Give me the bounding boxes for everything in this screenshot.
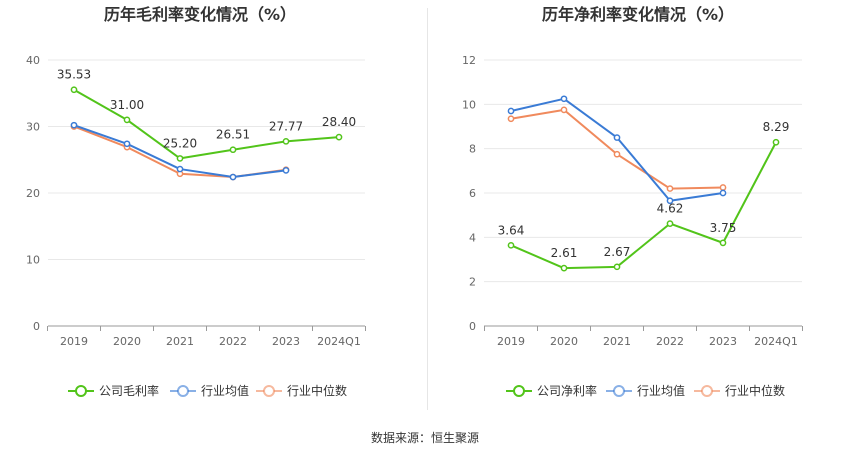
y-tick-label: 12 bbox=[462, 54, 476, 67]
data-label: 3.64 bbox=[498, 223, 525, 237]
x-tick-label: 2021 bbox=[603, 335, 631, 348]
data-point bbox=[282, 167, 290, 174]
legend-label: 行业中位数 bbox=[287, 383, 347, 398]
data-point bbox=[560, 264, 568, 272]
data-label: 8.29 bbox=[763, 120, 790, 134]
x-tick-label: 2019 bbox=[60, 335, 88, 348]
legend-marker bbox=[177, 385, 189, 397]
legend-label: 公司毛利率 bbox=[99, 383, 159, 398]
data-point bbox=[507, 115, 515, 123]
data-point bbox=[70, 121, 78, 129]
data-point bbox=[123, 140, 131, 148]
x-tick-label: 2024Q1 bbox=[754, 335, 798, 348]
data-label: 2.67 bbox=[604, 245, 631, 259]
series-line bbox=[510, 141, 777, 270]
x-tick-label: 2020 bbox=[113, 335, 141, 348]
legend-marker bbox=[613, 385, 625, 397]
chart-title: 历年毛利率变化情况（%） bbox=[104, 5, 296, 24]
legend-marker bbox=[701, 385, 713, 397]
x-tick-label: 2023 bbox=[709, 335, 737, 348]
data-label: 31.00 bbox=[110, 98, 144, 112]
chart-panel-2: 历年净利率变化情况（%） 0 2 4 6 8 10 12 2019 2020 2021 2022 202… bbox=[462, 5, 803, 398]
chart-panel-1: 历年毛利率变化情况（%） 0 10 20 30 40 2019 2020 2021 2022 202… bbox=[26, 5, 366, 398]
x-tick-label: 2022 bbox=[656, 335, 684, 348]
data-point bbox=[229, 146, 237, 154]
legend-marker bbox=[75, 385, 87, 397]
y-tick-label: 40 bbox=[26, 54, 40, 67]
legend-label: 行业均值 bbox=[201, 383, 249, 398]
data-label: 26.51 bbox=[216, 128, 250, 142]
data-point bbox=[176, 155, 184, 162]
series-line bbox=[510, 108, 724, 190]
data-label: 28.40 bbox=[322, 115, 356, 129]
panel-divider bbox=[427, 8, 428, 410]
data-point bbox=[229, 173, 237, 181]
data-point bbox=[666, 185, 674, 192]
data-point bbox=[719, 184, 727, 191]
legend-marker bbox=[263, 385, 275, 397]
data-source-note: 数据来源：恒生聚源 bbox=[370, 431, 479, 445]
x-tick-label: 2021 bbox=[166, 335, 194, 348]
y-tick-label: 30 bbox=[26, 121, 40, 134]
y-tick-label: 6 bbox=[469, 187, 476, 200]
y-tick-label: 0 bbox=[469, 320, 476, 333]
data-point bbox=[772, 138, 780, 146]
data-point bbox=[282, 137, 290, 145]
x-tick-label: 2024Q1 bbox=[317, 335, 361, 348]
data-label: 3.75 bbox=[710, 221, 737, 235]
data-point bbox=[176, 165, 184, 173]
data-point bbox=[613, 150, 621, 158]
data-point bbox=[719, 239, 727, 247]
y-tick-label: 10 bbox=[26, 254, 40, 267]
data-point bbox=[613, 263, 621, 271]
y-tick-label: 0 bbox=[33, 320, 40, 333]
legend-label: 行业均值 bbox=[637, 383, 685, 398]
data-point bbox=[123, 116, 131, 124]
data-point bbox=[560, 106, 568, 114]
data-point bbox=[507, 107, 515, 115]
data-label: 25.20 bbox=[163, 136, 197, 150]
data-point bbox=[70, 86, 78, 94]
data-label: 4.62 bbox=[657, 202, 684, 216]
data-point bbox=[507, 241, 515, 249]
data-point bbox=[560, 95, 568, 103]
data-point bbox=[666, 197, 674, 205]
x-tick-label: 2022 bbox=[219, 335, 247, 348]
legend-marker bbox=[513, 385, 525, 397]
data-label: 2.61 bbox=[551, 246, 578, 260]
data-label: 35.53 bbox=[57, 68, 91, 82]
y-tick-label: 10 bbox=[462, 98, 476, 111]
data-label: 27.77 bbox=[269, 119, 303, 133]
y-tick-label: 4 bbox=[469, 231, 476, 244]
data-point bbox=[613, 134, 621, 141]
legend-label: 公司净利率 bbox=[537, 383, 597, 398]
data-point bbox=[719, 189, 727, 197]
legend-label: 行业中位数 bbox=[725, 383, 785, 398]
y-tick-label: 20 bbox=[26, 187, 40, 200]
data-point bbox=[666, 220, 674, 227]
x-tick-label: 2023 bbox=[272, 335, 300, 348]
data-point bbox=[335, 133, 343, 141]
y-tick-label: 2 bbox=[469, 276, 476, 289]
x-tick-label: 2019 bbox=[497, 335, 525, 348]
chart-title: 历年净利率变化情况（%） bbox=[542, 5, 734, 24]
y-tick-label: 8 bbox=[469, 143, 476, 156]
x-tick-label: 2020 bbox=[550, 335, 578, 348]
series-line bbox=[73, 88, 340, 160]
